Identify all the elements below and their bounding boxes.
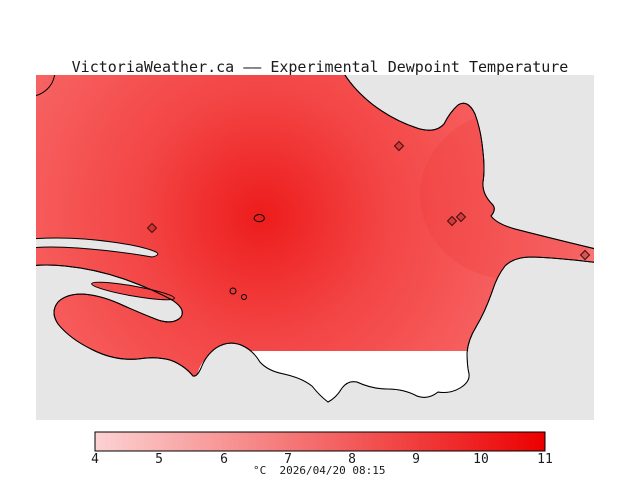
colorbar-tick: 7 [284, 452, 292, 467]
station-markers [146, 140, 591, 261]
inlet-channel [36, 237, 159, 258]
station-marker-icon [455, 211, 467, 223]
colorbar [94, 431, 546, 452]
center-station-marker [253, 214, 265, 223]
colorbar-tick: 4 [91, 452, 99, 467]
islet [241, 294, 247, 300]
station-marker-icon [579, 249, 591, 261]
colorbar-tick: 11 [537, 452, 553, 467]
station-marker-icon [393, 140, 405, 152]
colorbar-caption: °C 2026/04/20 08:15 [253, 464, 386, 477]
station-marker-icon [446, 215, 458, 227]
station-marker-icon [146, 222, 158, 234]
colorbar-tick: 10 [473, 452, 489, 467]
coastline-outline [36, 75, 594, 403]
islet-arc [36, 75, 56, 97]
colorbar-tick: 6 [220, 452, 228, 467]
islet [229, 287, 237, 295]
page-title: VictoriaWeather.ca —— Experimental Dewpo… [71, 58, 569, 76]
colorbar-gradient [94, 431, 546, 452]
colorbar-tick: 5 [155, 452, 163, 467]
colorbar-tick: 8 [348, 452, 356, 467]
colorbar-tick: 9 [412, 452, 420, 467]
ribbon-island [91, 281, 175, 301]
